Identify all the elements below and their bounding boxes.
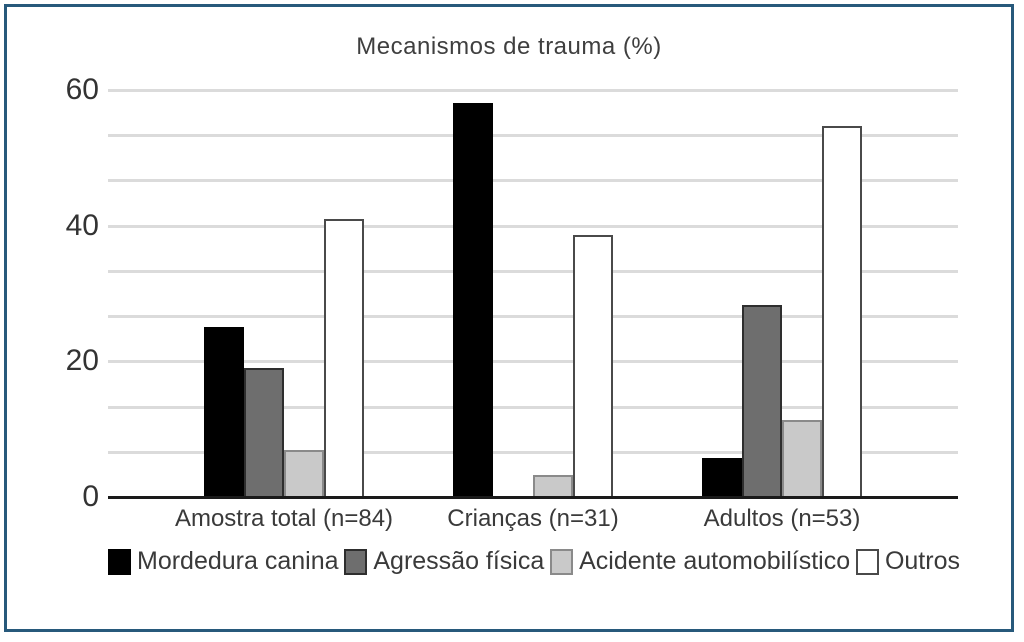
legend-label: Acidente automobilístico xyxy=(579,547,851,575)
legend-item: Agressão física xyxy=(344,547,544,576)
bar xyxy=(573,234,613,497)
plot-area xyxy=(108,88,958,499)
y-tick-label: 0 xyxy=(82,480,99,513)
bars-layer xyxy=(108,90,958,497)
gridline xyxy=(108,88,958,92)
legend-label: Outros xyxy=(884,547,960,575)
gridline xyxy=(108,134,958,138)
bar xyxy=(822,125,862,497)
x-category-label: Crianças (n=31) xyxy=(447,505,618,533)
gridline xyxy=(108,224,958,228)
legend-label: Mordedura canina xyxy=(137,547,339,575)
x-axis-labels: Amostra total (n=84) Crianças (n=31) Adult… xyxy=(108,505,958,533)
y-tick-label: 20 xyxy=(65,344,99,378)
bar-group xyxy=(204,90,364,497)
legend-item: Acidente automobilístico xyxy=(550,547,850,576)
x-category-label-text: Amostra total (n=84) xyxy=(174,505,394,532)
legend-swatch xyxy=(855,548,879,575)
bar xyxy=(244,368,284,497)
y-tick-label: 60 xyxy=(65,73,99,106)
legend-swatch xyxy=(550,548,574,575)
bar xyxy=(533,475,573,497)
chart-title: Mecanismos de trauma (%) xyxy=(356,33,662,60)
y-axis: 0 20 40 60 xyxy=(35,73,99,513)
bar xyxy=(453,102,493,497)
gridline xyxy=(108,360,958,364)
x-category-label: Adultos (n=53) xyxy=(702,505,862,533)
legend-swatch xyxy=(108,548,131,575)
x-category-label-text: Adultos (n=53) xyxy=(703,505,861,532)
gridline xyxy=(108,450,958,454)
legend-swatch xyxy=(344,548,368,575)
legend: Mordedura canina Agressão física Acidente … xyxy=(108,547,960,576)
bar-group xyxy=(702,90,862,497)
gridline xyxy=(108,179,958,183)
figure-frame: Mecanismos de trauma (%) 0 20 40 60 Amostra… xyxy=(4,4,1014,632)
y-tick-label: 40 xyxy=(65,208,99,242)
bar xyxy=(284,449,324,497)
bar xyxy=(324,218,364,497)
x-category-label: Amostra total (n=84) xyxy=(175,505,393,533)
bar xyxy=(702,458,742,497)
gridline xyxy=(108,269,958,273)
bar xyxy=(204,327,244,497)
bar xyxy=(782,420,822,497)
gridline xyxy=(108,315,958,319)
bar xyxy=(742,305,782,497)
legend-item: Mordedura canina xyxy=(108,547,339,576)
x-axis-line xyxy=(108,496,958,499)
x-category-label-text: Crianças (n=31) xyxy=(447,505,619,532)
legend-label: Agressão física xyxy=(373,547,545,575)
legend-item: Outros xyxy=(855,547,960,576)
bar-group xyxy=(453,90,613,497)
gridline xyxy=(108,405,958,409)
